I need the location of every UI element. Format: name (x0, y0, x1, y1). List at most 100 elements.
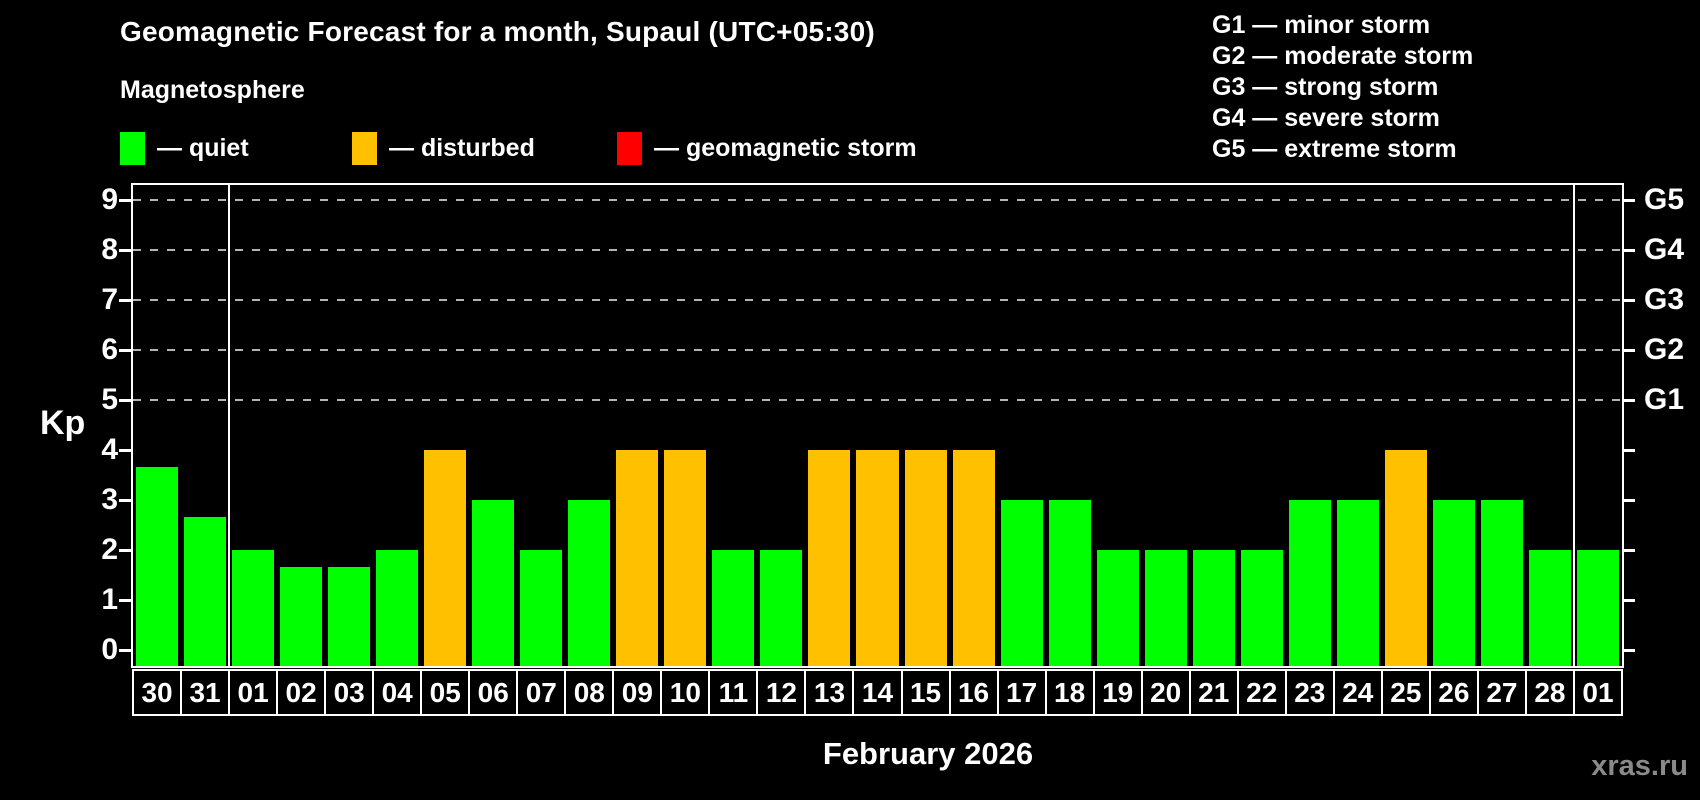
y-tick-right-8 (1622, 249, 1635, 252)
gridline-kp8 (133, 249, 1622, 251)
y-tick-right-0 (1622, 649, 1635, 652)
bar-day-16-17 (952, 450, 995, 666)
bar-day-19-20 (1096, 550, 1139, 666)
g-scale-legend: G1 — minor storm G2 — moderate storm G3 … (1212, 10, 1473, 165)
plot-area (131, 183, 1624, 668)
plot-inner (133, 185, 1622, 666)
g-legend-item-g5: G5 — extreme storm (1212, 135, 1457, 163)
bar-day-23-24 (1288, 500, 1331, 666)
bar-day-24-25 (1336, 500, 1379, 666)
x-label-28-29: 28 (1524, 669, 1575, 716)
bar-day-01-2 (232, 550, 275, 666)
bar-day-28-29 (1528, 550, 1571, 666)
storm-color-swatch (617, 131, 642, 165)
x-label-13-14: 13 (804, 669, 855, 716)
bar-day-26-27 (1432, 500, 1475, 666)
gridline-kp9 (133, 199, 1622, 201)
g-axis-label-g1: G1 (1644, 383, 1685, 416)
bar-day-20-21 (1144, 550, 1187, 666)
bar-day-25-26 (1384, 450, 1427, 666)
x-label-27-28: 27 (1476, 669, 1527, 716)
bar-day-31-1 (184, 516, 227, 666)
x-label-21-22: 21 (1188, 669, 1239, 716)
x-label-17-18: 17 (996, 669, 1047, 716)
bar-day-21-22 (1192, 550, 1235, 666)
y-axis-title: Kp (40, 404, 86, 442)
g-axis-label-g5: G5 (1644, 183, 1685, 216)
x-label-25-26: 25 (1380, 669, 1431, 716)
bar-day-11-12 (712, 550, 755, 666)
y-tick-left-5 (119, 399, 132, 402)
bar-day-08-9 (568, 500, 611, 666)
y-tick-right-5 (1622, 399, 1635, 402)
g-axis-label-g3: G3 (1644, 283, 1685, 316)
x-label-16-17: 16 (948, 669, 999, 716)
x-label-02-3: 02 (276, 669, 327, 716)
x-label-22-23: 22 (1236, 669, 1287, 716)
x-label-12-13: 12 (756, 669, 807, 716)
bar-day-12-13 (760, 550, 803, 666)
y-tick-right-4 (1622, 449, 1635, 452)
y-tick-left-4 (119, 449, 132, 452)
y-tick-right-3 (1622, 499, 1635, 502)
x-label-24-25: 24 (1332, 669, 1383, 716)
x-label-20-21: 20 (1140, 669, 1191, 716)
x-axis-title: February 2026 (822, 736, 1034, 771)
y-tick-right-7 (1622, 299, 1635, 302)
x-label-03-4: 03 (324, 669, 375, 716)
x-label-09-10: 09 (612, 669, 663, 716)
gridline-kp7 (133, 299, 1622, 301)
y-tick-label-8: 8 (101, 233, 118, 266)
gridline-kp5 (133, 399, 1622, 401)
chart-subtitle: Magnetosphere (120, 76, 305, 104)
x-label-23-24: 23 (1284, 669, 1335, 716)
bar-day-03-4 (328, 566, 371, 666)
y-tick-left-7 (119, 299, 132, 302)
x-label-15-16: 15 (900, 669, 951, 716)
x-label-07-8: 07 (516, 669, 567, 716)
g-axis-label-g2: G2 (1644, 333, 1685, 366)
y-tick-left-2 (119, 549, 132, 552)
g-legend-item-g2: G2 — moderate storm (1212, 42, 1474, 70)
x-label-19-20: 19 (1092, 669, 1143, 716)
y-tick-left-6 (119, 349, 132, 352)
bar-day-02-3 (280, 566, 323, 666)
legend-label-quiet: — quiet (157, 134, 249, 162)
y-tick-right-6 (1622, 349, 1635, 352)
y-tick-label-7: 7 (101, 283, 118, 316)
bar-day-17-18 (1000, 500, 1043, 666)
bar-day-10-11 (664, 450, 707, 666)
y-tick-label-1: 1 (101, 583, 118, 616)
y-tick-label-0: 0 (101, 633, 118, 666)
x-label-18-19: 18 (1044, 669, 1095, 716)
g-legend-item-g3: G3 — strong storm (1212, 73, 1439, 101)
y-tick-left-0 (119, 649, 132, 652)
y-tick-left-3 (119, 499, 132, 502)
legend-item-disturbed: — disturbed (352, 129, 535, 167)
x-label-31-1: 31 (180, 669, 231, 716)
x-label-01-2: 01 (228, 669, 279, 716)
g-axis-label-g4: G4 (1644, 233, 1685, 266)
x-label-06-7: 06 (468, 669, 519, 716)
g-legend-item-g1: G1 — minor storm (1212, 11, 1431, 39)
x-label-30-0: 30 (132, 669, 183, 716)
y-tick-label-9: 9 (101, 183, 118, 216)
y-tick-left-9 (119, 199, 132, 202)
y-tick-label-4: 4 (101, 433, 118, 466)
legend-item-quiet: — quiet (120, 129, 249, 167)
bar-day-06-7 (472, 500, 515, 666)
bar-day-05-6 (424, 450, 467, 666)
x-label-04-5: 04 (372, 669, 423, 716)
bar-day-14-15 (856, 450, 899, 666)
y-tick-left-8 (119, 249, 132, 252)
quiet-color-swatch (120, 131, 145, 165)
legend-item-storm: — geomagnetic storm (617, 129, 917, 167)
y-tick-label-2: 2 (101, 533, 118, 566)
bar-day-22-23 (1240, 550, 1283, 666)
month-separator (228, 185, 231, 666)
watermark: xras.ru (1591, 750, 1688, 782)
x-label-26-27: 26 (1428, 669, 1479, 716)
bar-day-01-30 (1576, 550, 1619, 666)
y-tick-label-5: 5 (101, 383, 118, 416)
